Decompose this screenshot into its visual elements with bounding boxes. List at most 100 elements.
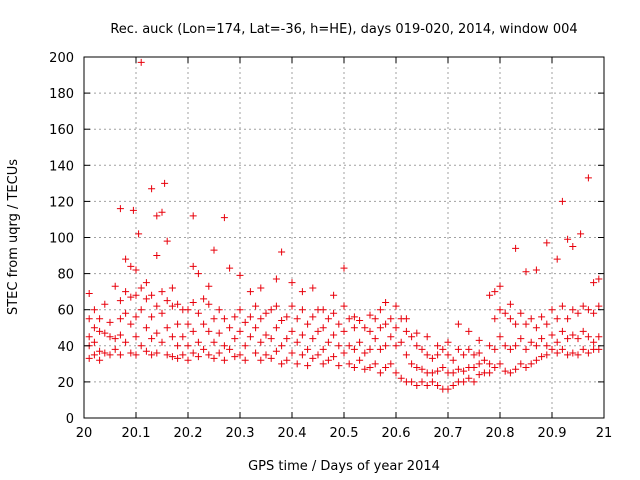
data-point [512, 342, 520, 350]
y-tick-label: 120 [49, 195, 74, 210]
data-point [272, 347, 280, 355]
data-point [413, 363, 421, 371]
data-point [272, 302, 280, 310]
data-point [304, 362, 312, 370]
data-point [148, 335, 156, 343]
data-point [298, 351, 306, 359]
data-point [272, 275, 280, 283]
data-point [257, 338, 265, 346]
data-point [153, 212, 161, 220]
data-point [595, 275, 603, 283]
data-point [210, 354, 218, 362]
data-point [532, 266, 540, 274]
data-point [465, 374, 473, 382]
data-point [558, 197, 566, 205]
data-point [304, 320, 312, 328]
data-point [241, 342, 249, 350]
data-point [90, 306, 98, 314]
data-point [127, 262, 135, 270]
data-point [506, 345, 514, 353]
data-point [200, 295, 208, 303]
data-point [153, 302, 161, 310]
data-point [288, 279, 296, 287]
data-point [137, 58, 145, 66]
data-point [96, 347, 104, 355]
data-point [262, 309, 270, 317]
data-point [106, 333, 114, 341]
data-point [376, 369, 384, 377]
data-point [96, 315, 104, 323]
data-point [236, 271, 244, 279]
x-tick-label: 20.9 [538, 426, 567, 441]
data-point [558, 302, 566, 310]
data-point [350, 345, 358, 353]
data-point [382, 363, 390, 371]
data-point [324, 356, 332, 364]
data-point [85, 354, 93, 362]
data-point [350, 324, 358, 332]
data-point [127, 349, 135, 357]
data-point [356, 356, 364, 364]
data-point [460, 367, 468, 375]
data-point [194, 270, 202, 278]
data-point [200, 345, 208, 353]
x-tick-label: 20.6 [382, 426, 411, 441]
data-point [283, 335, 291, 343]
data-point [168, 284, 176, 292]
data-point [267, 354, 275, 362]
data-point [174, 342, 182, 350]
data-point [158, 338, 166, 346]
data-point [595, 333, 603, 341]
data-point [569, 331, 577, 339]
data-point [371, 315, 379, 323]
data-point [387, 360, 395, 368]
data-point [132, 351, 140, 359]
data-point [184, 356, 192, 364]
data-point [449, 356, 457, 364]
data-point [90, 338, 98, 346]
data-point [569, 306, 577, 314]
x-tick-label: 20.5 [330, 426, 359, 441]
data-point [543, 351, 551, 359]
data-point [220, 315, 228, 323]
data-point [434, 342, 442, 350]
data-point [470, 378, 478, 386]
data-point [142, 295, 150, 303]
data-point [127, 293, 135, 301]
data-point [153, 252, 161, 260]
data-point [340, 264, 348, 272]
data-point [376, 306, 384, 314]
data-point [564, 315, 572, 323]
data-point [163, 324, 171, 332]
data-point [205, 327, 213, 335]
data-point [85, 315, 93, 323]
data-point [584, 174, 592, 182]
data-point [90, 351, 98, 359]
data-point [319, 324, 327, 332]
data-point [335, 320, 343, 328]
data-point [90, 324, 98, 332]
data-point [584, 306, 592, 314]
data-point [132, 313, 140, 321]
data-point [428, 369, 436, 377]
data-point [132, 333, 140, 341]
data-point [470, 363, 478, 371]
data-point [163, 237, 171, 245]
data-point [148, 291, 156, 299]
data-point [163, 351, 171, 359]
data-point [444, 338, 452, 346]
data-point [340, 327, 348, 335]
data-points [85, 58, 603, 393]
y-tick-label: 0 [66, 412, 74, 427]
data-point [366, 327, 374, 335]
data-point [174, 300, 182, 308]
data-point [278, 317, 286, 325]
data-point [454, 320, 462, 328]
data-point [444, 385, 452, 393]
data-point [252, 324, 260, 332]
data-point [194, 309, 202, 317]
data-point [387, 315, 395, 323]
data-point [564, 351, 572, 359]
data-point [309, 284, 317, 292]
